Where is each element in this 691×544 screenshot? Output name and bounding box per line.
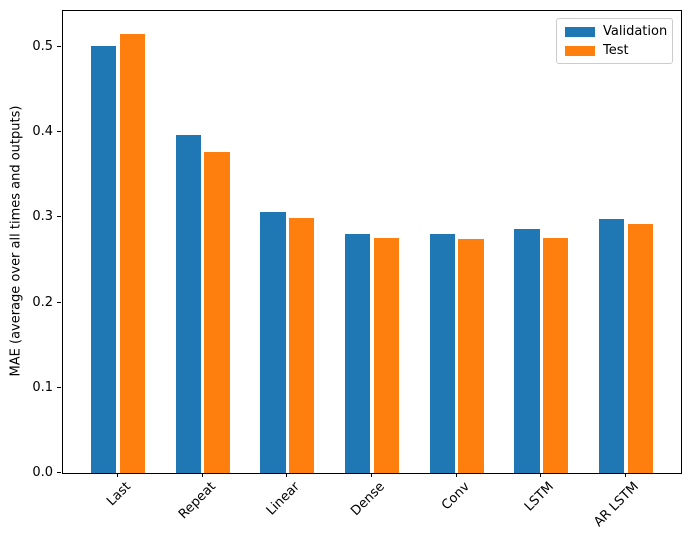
legend: Validation Test (556, 18, 673, 64)
y-tick-label: 0.0 (32, 465, 53, 480)
y-tick (57, 216, 61, 218)
x-tick-label: Linear (264, 479, 304, 519)
x-tick (286, 473, 288, 477)
x-tick (540, 473, 542, 477)
y-tick-label: 0.2 (32, 294, 53, 310)
bar-validation-lstm (514, 229, 540, 473)
y-tick (57, 472, 61, 473)
bars-layer (63, 11, 681, 473)
x-tick-label: AR LSTM (591, 479, 642, 531)
y-tick (57, 45, 61, 47)
y-axis-label: MAE (average over all times and outputs) (8, 105, 24, 377)
x-tick (371, 473, 372, 477)
bar-validation-conv (429, 234, 455, 473)
x-tick (455, 473, 457, 477)
y-tick (57, 131, 61, 133)
legend-item-test: Test (565, 44, 664, 57)
bar-validation-dense (344, 234, 371, 473)
x-tick-label: Repeat (175, 479, 219, 523)
bar-validation-last (90, 45, 117, 473)
bar-test-repeat (204, 151, 230, 473)
y-tick-label: 0.4 (32, 124, 53, 140)
bar-test-linear (289, 218, 315, 473)
x-tick (117, 473, 119, 477)
bar-validation-repeat (175, 135, 201, 473)
axes (62, 10, 682, 474)
legend-item-validation: Validation (565, 24, 668, 39)
bar-validation-ar-lstm (598, 218, 625, 473)
y-tick (57, 386, 61, 388)
bar-test-dense (373, 237, 400, 473)
y-tick-label: 0.1 (32, 379, 53, 395)
legend-swatch-test (565, 45, 595, 56)
y-tick-label: 0.3 (32, 209, 53, 225)
x-tick-label: LSTM (522, 479, 558, 515)
y-tick-label: 0.5 (32, 38, 53, 54)
x-tick-label: Last (104, 479, 134, 510)
bar-test-last (119, 34, 146, 473)
x-tick-label: Dense (348, 479, 388, 519)
x-tick-label: Conv (438, 479, 473, 514)
bar-validation-linear (260, 212, 286, 473)
x-tick (624, 473, 626, 477)
bar-test-ar-lstm (627, 224, 654, 473)
y-tick (57, 301, 61, 303)
legend-label-validation: Validation (603, 24, 668, 39)
x-tick (201, 473, 203, 477)
bar-test-lstm (543, 237, 569, 473)
legend-label-test: Test (603, 43, 629, 58)
bar-test-conv (458, 239, 484, 473)
legend-swatch-validation (565, 26, 595, 37)
